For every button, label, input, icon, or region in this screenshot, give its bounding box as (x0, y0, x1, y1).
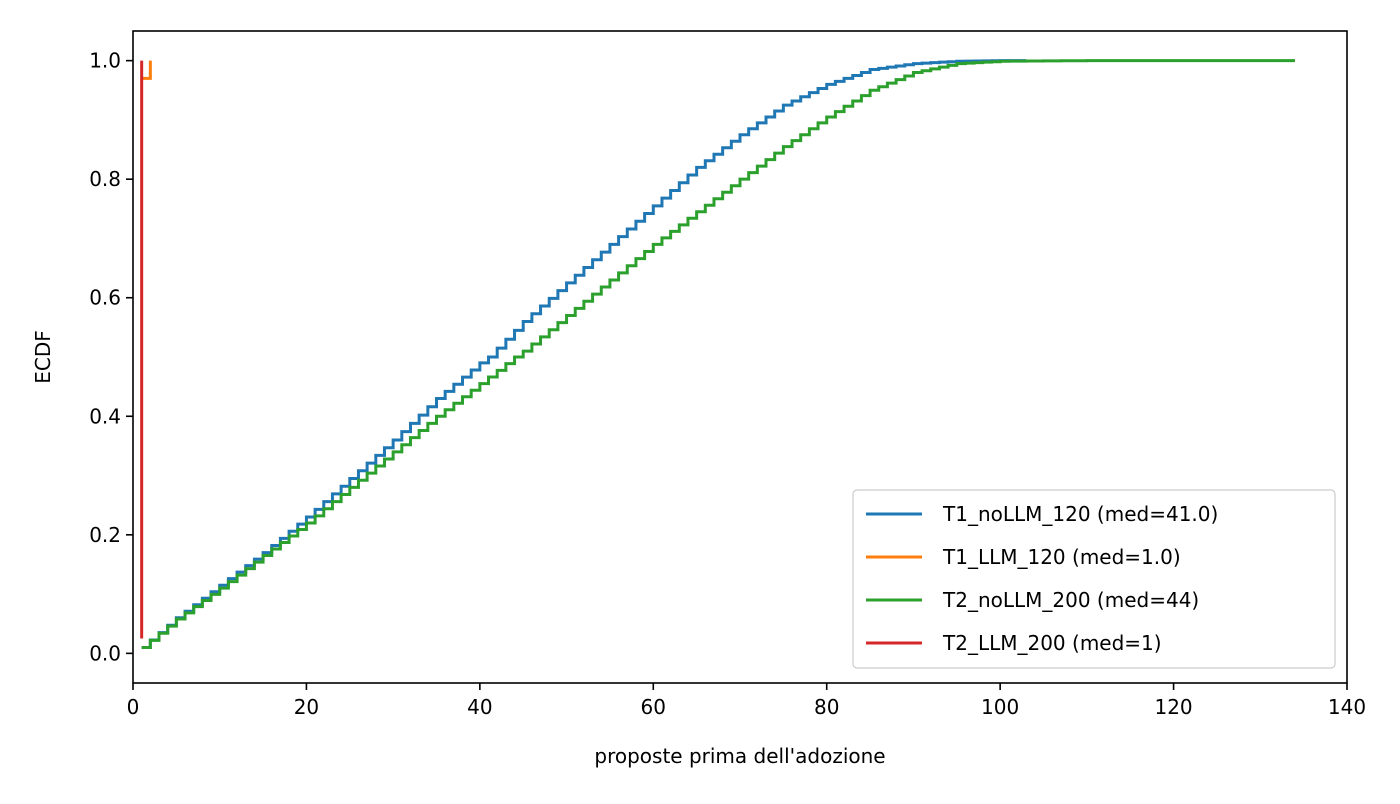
y-tick-label: 0.6 (89, 286, 121, 310)
y-tick-label: 0.4 (89, 404, 121, 428)
series-line-1 (141, 60, 152, 80)
x-tick-label: 120 (1154, 695, 1192, 719)
x-axis-ticks: 0 20 40 60 80 100 120 140 (127, 683, 1366, 719)
y-axis-ticks: 0.0 0.2 0.4 0.6 0.8 1.0 (89, 49, 133, 665)
legend-label-1: T1_LLM_120 (med=1.0) (942, 545, 1181, 569)
x-tick-label: 20 (294, 695, 319, 719)
legend-label-0: T1_noLLM_120 (med=41.0) (942, 502, 1218, 526)
y-tick-label: 0.0 (89, 641, 121, 665)
y-tick-label: 1.0 (89, 49, 121, 73)
series-layer (140, 59, 1295, 649)
x-tick-label: 60 (641, 695, 666, 719)
x-tick-label: 0 (127, 695, 140, 719)
x-tick-label: 100 (981, 695, 1019, 719)
series-line-2 (141, 59, 1295, 649)
y-tick-label: 0.8 (89, 167, 121, 191)
x-axis-label: proposte prima dell'adozione (594, 744, 885, 768)
legend-label-3: T2_LLM_200 (med=1) (942, 631, 1162, 655)
x-tick-label: 40 (467, 695, 492, 719)
legend-label-2: T2_noLLM_200 (med=44) (942, 588, 1199, 612)
legend: T1_noLLM_120 (med=41.0) T1_LLM_120 (med=1… (852, 489, 1336, 669)
x-tick-label: 80 (814, 695, 839, 719)
plot-frame (132, 30, 1348, 684)
y-tick-label: 0.2 (89, 523, 121, 547)
x-tick-label: 140 (1328, 695, 1366, 719)
y-axis-label: ECDF (31, 330, 55, 384)
legend-frame (852, 489, 1336, 669)
